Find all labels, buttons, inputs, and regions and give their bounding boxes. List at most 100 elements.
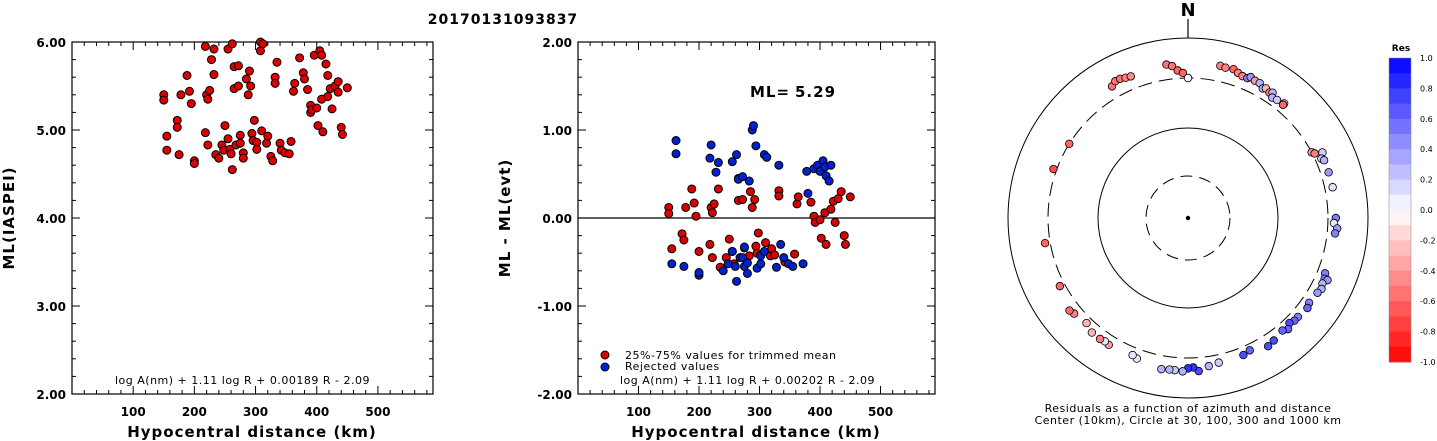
left-point-series-0 xyxy=(184,86,194,96)
event-title: 20170131093837 xyxy=(428,12,578,28)
residual-map-point xyxy=(1128,350,1137,360)
middle-point-series-1 xyxy=(671,136,681,146)
middle-ytick-label: -2.00 xyxy=(537,388,572,402)
middle-point-series-1 xyxy=(744,176,754,186)
middle-point-series-1 xyxy=(788,261,798,271)
colorbar-band xyxy=(1389,316,1411,333)
left-point-series-0 xyxy=(227,165,237,175)
middle-point-series-1 xyxy=(824,176,834,186)
middle-point-series-1 xyxy=(711,167,721,177)
middle-xtick-label: 300 xyxy=(747,405,772,419)
middle-point-series-1 xyxy=(727,246,737,256)
middle-point-series-0 xyxy=(836,187,846,197)
middle-point-series-0 xyxy=(707,253,717,263)
middle-point-series-0 xyxy=(806,197,816,207)
residual-map-point xyxy=(1178,367,1187,376)
left-chart-formula: log A(nm) + 1.11 log R + 0.00189 R - 2.0… xyxy=(115,374,370,387)
left-point-series-0 xyxy=(288,86,298,96)
residual-map-point xyxy=(1330,229,1340,238)
left-ytick-label: 6.00 xyxy=(36,36,66,50)
colorbar-band xyxy=(1389,118,1411,135)
colorbar-band xyxy=(1389,225,1411,241)
left-point-series-0 xyxy=(295,53,305,63)
left-ytick-label: 2.00 xyxy=(36,388,66,402)
middle-point-series-1 xyxy=(826,160,836,170)
left-point-series-0 xyxy=(284,149,294,159)
residual-map: N Residuals as a function of azimuth and… xyxy=(1007,0,1369,427)
middle-point-series-0 xyxy=(790,249,800,259)
colorbar-tick-label: -0.6 xyxy=(1420,297,1436,306)
middle-point-series-1 xyxy=(803,188,813,198)
left-chart-ylabel: ML(IASPEI) xyxy=(0,166,18,269)
left-point-series-0 xyxy=(162,145,172,155)
residual-map-point xyxy=(1272,95,1282,105)
middle-point-series-0 xyxy=(724,234,734,244)
middle-xtick-label: 500 xyxy=(868,405,893,419)
middle-point-series-0 xyxy=(770,250,780,260)
middle-point-series-1 xyxy=(706,140,716,150)
left-point-series-0 xyxy=(303,85,313,95)
left-point-series-0 xyxy=(300,74,310,84)
middle-point-series-1 xyxy=(776,239,786,249)
left-ytick-label: 5.00 xyxy=(36,124,66,138)
middle-chart-points xyxy=(664,121,855,286)
residual-map-point xyxy=(1183,73,1193,83)
left-point-series-0 xyxy=(235,138,245,148)
north-label: N xyxy=(1180,0,1195,21)
left-point-series-0 xyxy=(258,39,268,49)
middle-point-series-1 xyxy=(671,149,681,159)
legend-marker-rejected xyxy=(600,362,610,372)
left-point-series-0 xyxy=(176,90,186,100)
middle-chart-xlabel: Hypocentral distance (km) xyxy=(631,423,881,441)
middle-point-series-1 xyxy=(718,266,728,276)
left-xtick-label: 100 xyxy=(121,405,146,419)
residual-map-point xyxy=(1263,342,1273,351)
middle-xtick-label: 100 xyxy=(626,405,651,419)
left-point-series-0 xyxy=(246,81,256,91)
middle-point-series-1 xyxy=(742,268,752,278)
middle-ytick-label: 1.00 xyxy=(542,124,572,138)
colorbar-title: Res xyxy=(1392,44,1410,54)
left-chart-xlabel: Hypocentral distance (km) xyxy=(127,423,377,441)
middle-point-series-1 xyxy=(762,152,772,162)
left-point-series-0 xyxy=(268,156,278,166)
middle-point-series-0 xyxy=(691,211,701,221)
middle-point-series-0 xyxy=(753,228,763,238)
middle-point-series-0 xyxy=(679,235,689,245)
colorbar-tick-label: -0.4 xyxy=(1420,267,1436,276)
middle-point-series-1 xyxy=(739,242,749,252)
left-point-series-0 xyxy=(323,92,333,102)
middle-point-series-0 xyxy=(745,187,755,197)
residual-map-point xyxy=(1178,68,1188,78)
left-point-series-0 xyxy=(333,77,343,87)
left-point-series-0 xyxy=(233,61,243,71)
middle-point-series-0 xyxy=(793,192,803,202)
left-point-series-0 xyxy=(207,55,217,65)
middle-point-series-1 xyxy=(694,268,704,278)
middle-point-series-1 xyxy=(756,259,766,269)
colorbar-ticks: 1.0 0.8 0.6 0.4 0.2 0.0 -0.2 -0.4 -0.6 -0.8 -1.0 xyxy=(1420,54,1436,367)
colorbar-band xyxy=(1389,73,1411,89)
colorbar-band xyxy=(1389,210,1411,226)
left-point-series-0 xyxy=(238,153,248,163)
residual-map-point xyxy=(1278,100,1288,109)
colorbar-band xyxy=(1389,240,1411,257)
middle-point-series-1 xyxy=(748,121,758,131)
colorbar-frame xyxy=(1388,57,1412,363)
residual-map-point xyxy=(1087,328,1097,337)
left-point-series-0 xyxy=(257,126,267,136)
middle-ytick-label: -1.00 xyxy=(537,300,572,314)
colorbar-tick-label: -1.0 xyxy=(1420,358,1436,367)
left-point-series-0 xyxy=(323,70,333,80)
left-point-series-0 xyxy=(327,104,337,114)
residual-map-point xyxy=(1065,306,1074,315)
colorbar-band xyxy=(1389,58,1411,74)
left-point-series-0 xyxy=(337,129,347,139)
colorbar-band xyxy=(1389,149,1411,165)
middle-point-series-0 xyxy=(815,215,825,225)
middle-point-series-0 xyxy=(667,244,677,254)
left-point-series-0 xyxy=(200,41,210,51)
left-xtick-label: 400 xyxy=(304,405,329,419)
residual-map-point xyxy=(1126,72,1135,81)
colorbar-band xyxy=(1389,194,1411,211)
